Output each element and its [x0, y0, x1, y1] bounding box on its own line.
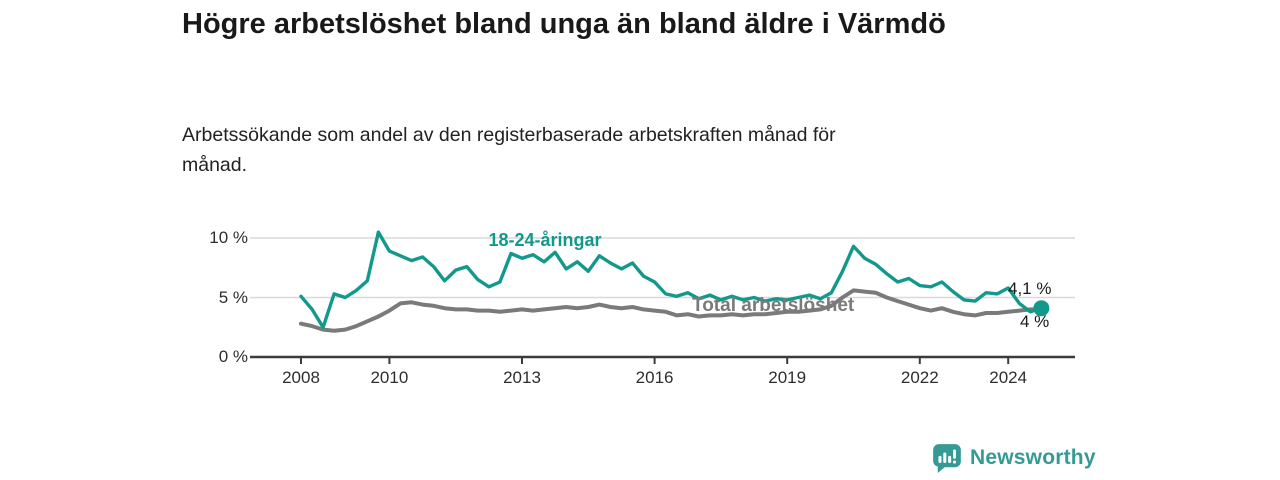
newsworthy-wordmark: Newsworthy [970, 446, 1096, 469]
series-line-total [299, 288, 1044, 333]
chart-subtitle: Arbetssökande som andel av den registerb… [182, 124, 836, 176]
y-tick-label: 5 % [218, 287, 248, 307]
series-label-young: 18-24-åringar [488, 230, 602, 250]
newsworthy-brand: Newsworthy [932, 443, 1096, 473]
x-tick-label: 2022 [900, 368, 939, 387]
page-title: Högre arbetslöshet bland unga än bland ä… [182, 8, 946, 40]
x-tick-label: 2008 [282, 368, 320, 387]
y-tick-label: 10 % [209, 228, 248, 247]
series-end-dot [1033, 300, 1050, 317]
end-value-label-young: 4,1 % [1008, 279, 1052, 298]
newsworthy-logo-icon [933, 444, 961, 473]
x-tick-label: 2010 [370, 368, 409, 387]
x-tick-label: 2013 [503, 368, 541, 387]
y-tick-label: 0 % [218, 347, 248, 366]
x-tick-label: 2024 [989, 368, 1028, 387]
x-tick-label: 2016 [635, 368, 674, 387]
x-tick-label: 2019 [768, 368, 807, 387]
end-value-label-total: 4 % [1020, 312, 1050, 331]
series-line-young [299, 230, 1044, 329]
series-label-total: Total arbetslöshet [692, 295, 855, 316]
